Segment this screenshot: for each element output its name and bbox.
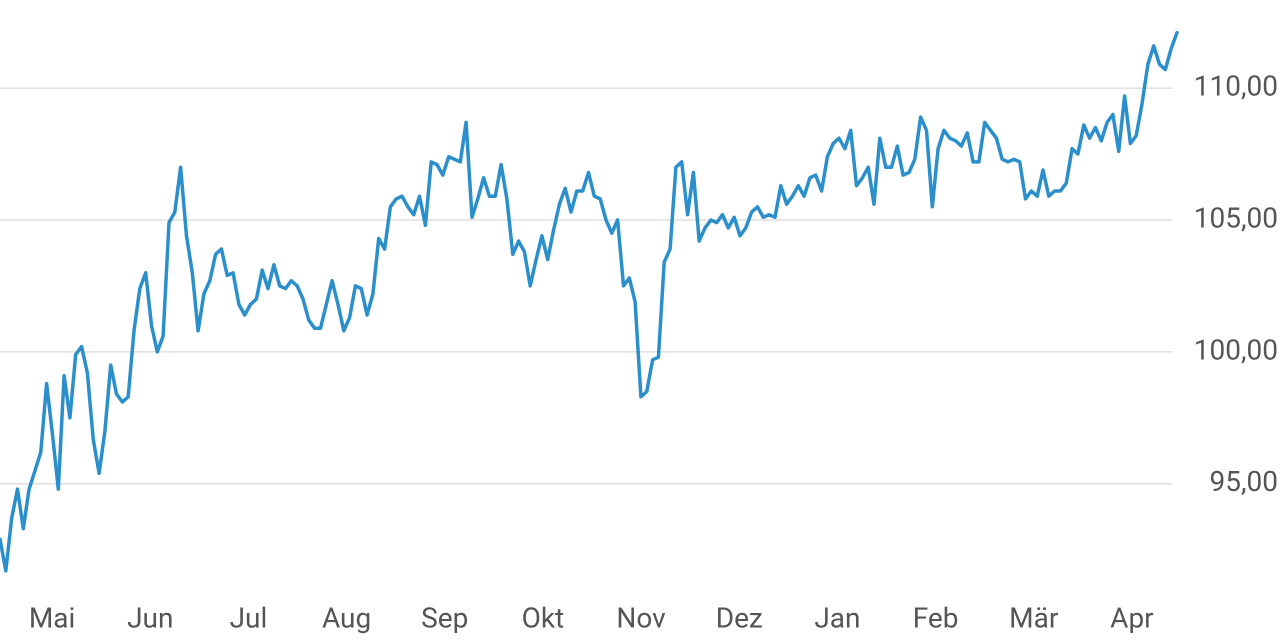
y-tick-label: 110,00 bbox=[1194, 69, 1278, 102]
x-tick-label: Dez bbox=[716, 601, 763, 634]
y-tick-label: 105,00 bbox=[1194, 201, 1278, 234]
y-tick-label: 100,00 bbox=[1194, 333, 1278, 366]
x-tick-label: Jan bbox=[814, 601, 860, 634]
x-tick-label: Mär bbox=[1009, 601, 1059, 634]
x-tick-label: Mai bbox=[29, 601, 75, 634]
x-tick-label: Jun bbox=[127, 601, 173, 634]
x-tick-label: Apr bbox=[1110, 601, 1154, 634]
price-line bbox=[0, 30, 1179, 573]
x-tick-label: Feb bbox=[913, 601, 959, 634]
y-tick-label: 95,00 bbox=[1210, 465, 1278, 498]
x-tick-label: Nov bbox=[616, 601, 666, 634]
x-tick-label: Sep bbox=[421, 601, 468, 634]
x-tick-label: Okt bbox=[522, 601, 565, 634]
x-tick-label: Jul bbox=[230, 601, 268, 634]
x-tick-label: Aug bbox=[322, 601, 371, 634]
